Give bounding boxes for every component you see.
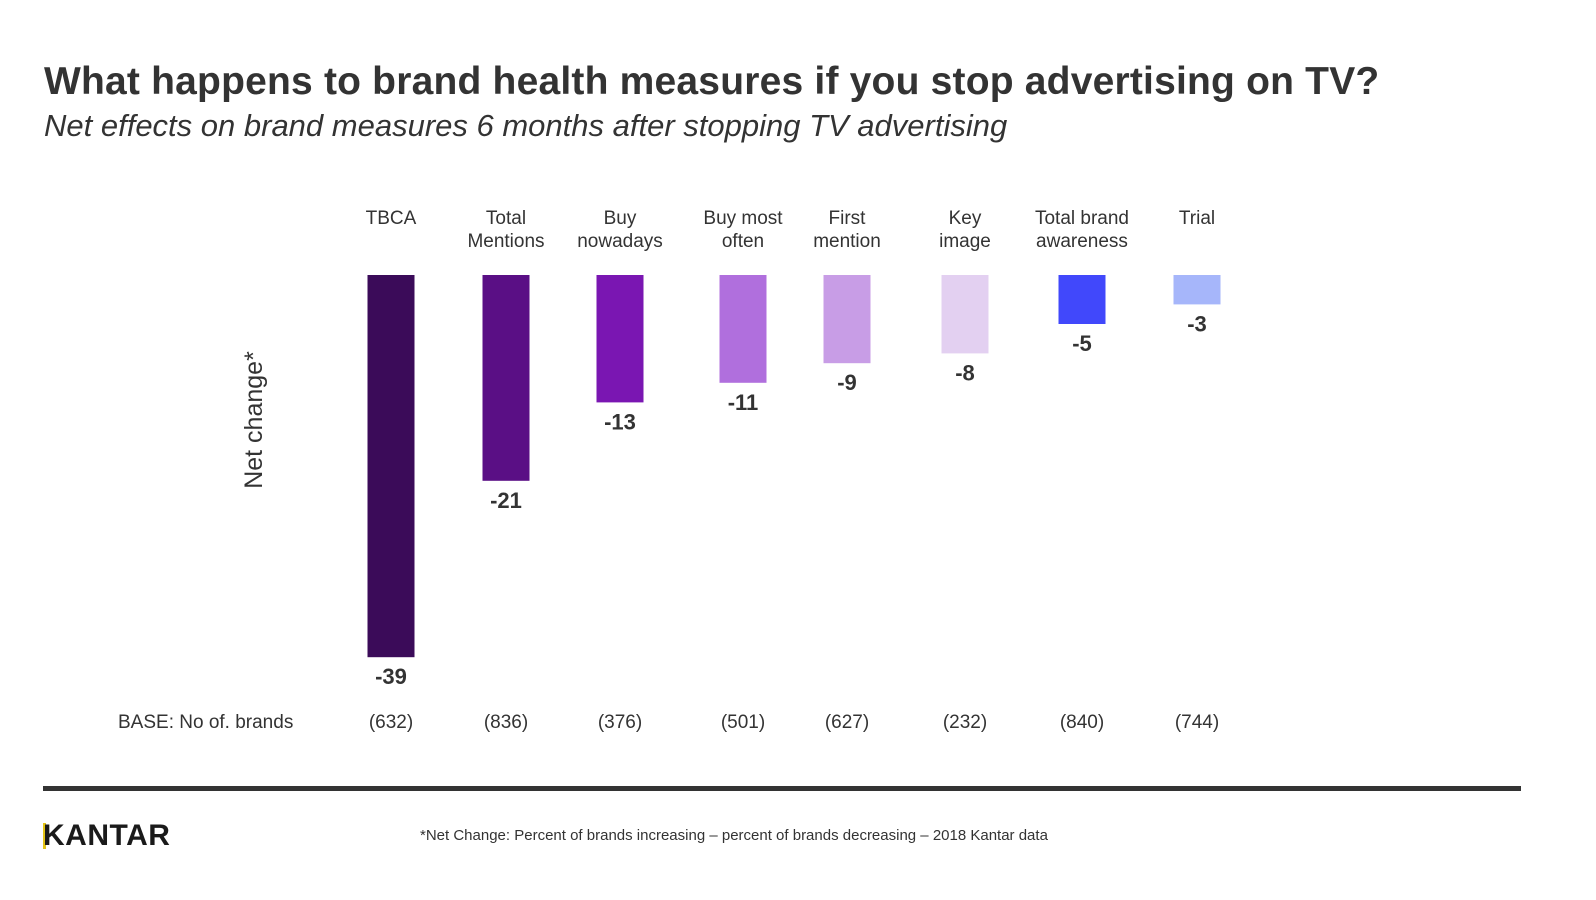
value-label: -9 [837,370,857,395]
bar [482,275,530,481]
category-label: First [829,208,867,229]
category-label: nowadays [577,231,663,252]
y-axis-label: Net change* [240,351,268,489]
value-label: -21 [490,488,522,513]
category-label: awareness [1036,231,1128,252]
value-label: -39 [375,664,407,689]
base-value: (376) [598,712,642,733]
category-label: Total brand [1035,208,1129,229]
category-label: Mentions [467,231,544,252]
base-value: (744) [1175,712,1219,733]
bar [367,275,415,658]
kantar-logo: KANTAR [43,819,171,852]
base-value: (836) [484,712,528,733]
bar-chart: Net change* BASE: No of. brands TBCA -39 (… [118,208,1221,733]
category-label: Buy [604,208,637,229]
category-label: Total [486,208,526,229]
category-label: Trial [1179,208,1215,229]
bar [596,275,644,403]
category-label: Key [949,208,982,229]
bar [941,275,989,354]
footer-divider [43,786,1521,791]
base-value: (501) [721,712,765,733]
category-label: often [722,231,764,252]
category-label: Buy most [703,208,783,229]
base-value: (627) [825,712,869,733]
footnote: *Net Change: Percent of brands increasin… [420,827,1048,844]
value-label: -13 [604,409,636,434]
bar [719,275,767,383]
value-label: -11 [728,390,759,415]
base-value: (232) [943,712,987,733]
base-row-label: BASE: No of. brands [118,712,293,733]
base-value: (632) [369,712,413,733]
value-label: -3 [1187,311,1207,336]
value-label: -8 [955,360,975,385]
chart-subtitle: Net effects on brand measures 6 months a… [44,108,1008,143]
kantar-logo-accent [43,823,46,849]
bar [1173,275,1221,305]
bar [823,275,871,364]
category-label: TBCA [366,208,417,229]
base-value: (840) [1060,712,1104,733]
category-label: mention [813,231,881,252]
value-label: -5 [1072,331,1092,356]
bar [1058,275,1106,324]
chart-title: What happens to brand health measures if… [44,60,1380,103]
category-label: image [939,231,991,252]
